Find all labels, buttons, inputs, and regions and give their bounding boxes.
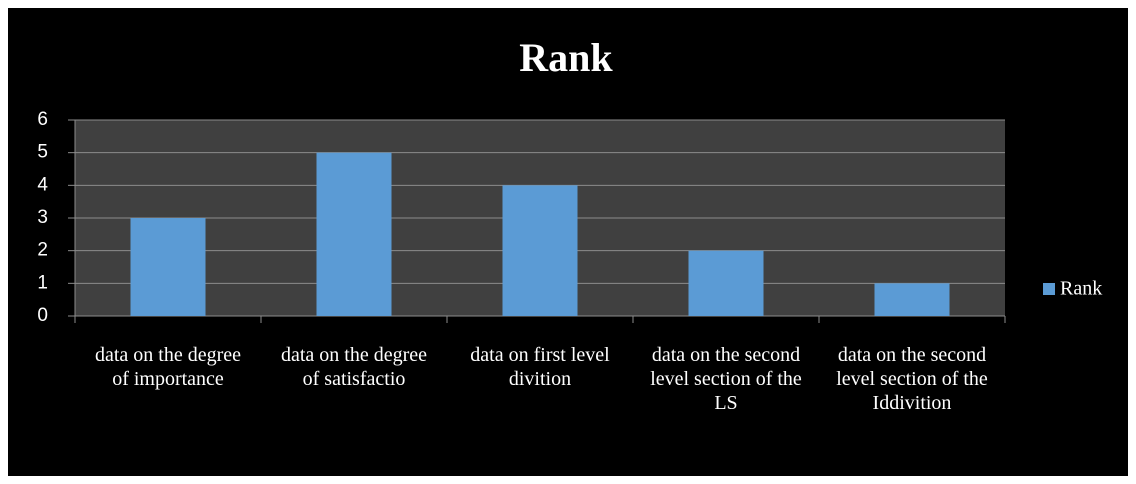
x-tick-label-box: data on the degree of importance	[94, 344, 242, 390]
bar	[688, 250, 764, 316]
legend-swatch	[1043, 283, 1055, 295]
x-tick-label: data on the degree of satisfactio	[280, 344, 428, 390]
x-tick-label: data on the second level section of the …	[836, 344, 988, 414]
x-tick-label-box: data on the second level section of the …	[836, 344, 988, 414]
chart-title: Rank	[519, 35, 613, 80]
bar	[874, 283, 950, 316]
y-tick-label: 4	[37, 174, 48, 195]
x-tick-label-box: data on the second level section of the …	[650, 344, 802, 414]
y-tick-label: 5	[37, 142, 48, 163]
bar	[502, 185, 578, 316]
legend-label: Rank	[1060, 278, 1102, 300]
y-tick-label: 3	[37, 207, 48, 228]
y-tick-label: 1	[37, 272, 48, 293]
x-tick-label-box: data on the degree of satisfactio	[280, 344, 428, 390]
x-tick-label: data on first level divition	[470, 344, 610, 390]
bar	[316, 152, 392, 316]
y-tick-label: 2	[37, 240, 48, 261]
y-tick-label: 6	[37, 109, 48, 130]
bar	[130, 218, 206, 316]
y-tick-label: 0	[37, 305, 48, 326]
x-tick-label: data on the second level section of the …	[650, 344, 802, 414]
x-tick-label-box: data on first level divition	[470, 344, 610, 390]
x-tick-label: data on the degree of importance	[94, 344, 242, 390]
